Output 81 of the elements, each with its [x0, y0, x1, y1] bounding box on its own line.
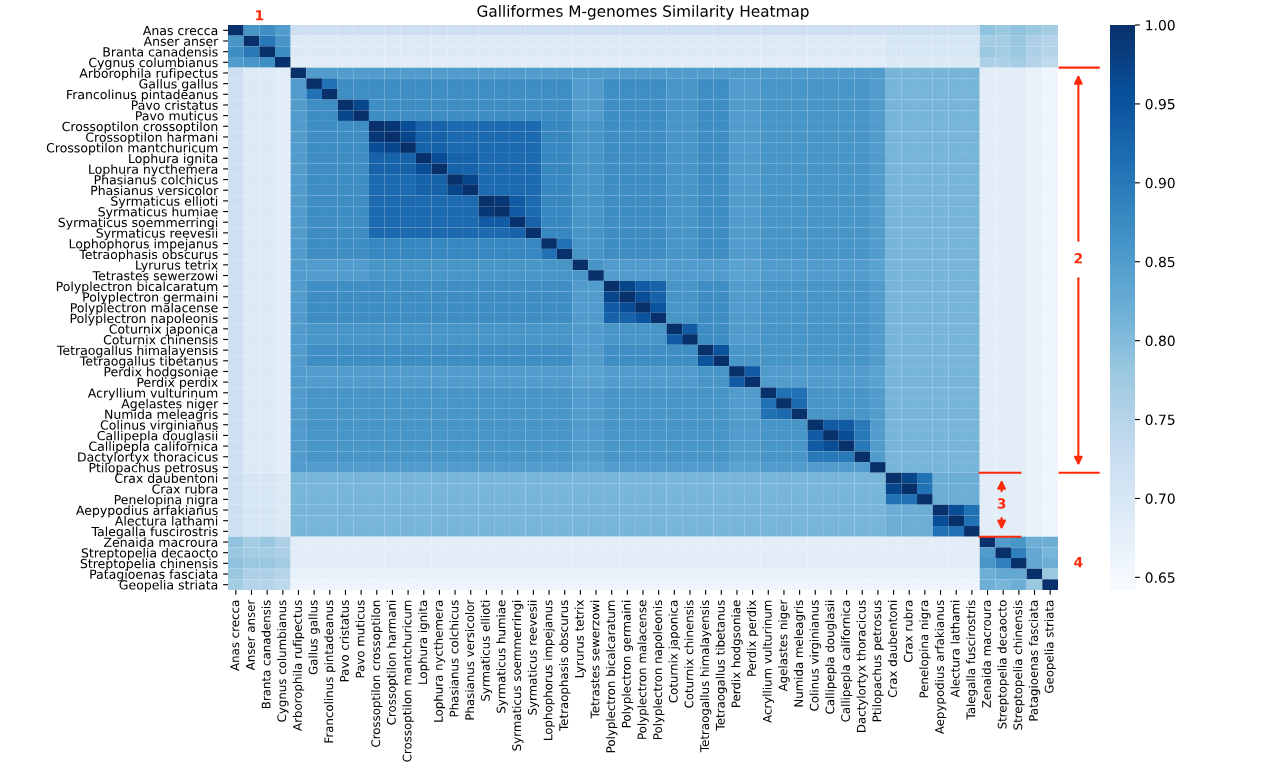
x-tick-label: Acryllium vulturinum [762, 600, 774, 723]
y-tick-label: Crax daubentoni [115, 473, 218, 483]
y-tick-label: Pavo cristatus [131, 100, 218, 110]
color-bar-label: 1.00 [1146, 19, 1175, 31]
x-tick-label: Polyplectron napoleonis [652, 600, 665, 740]
text: 2 [1074, 253, 1082, 264]
x-tick-label: Streptopelia decaocto [997, 600, 1009, 729]
color-bar-label: 0.80 [1145, 335, 1175, 347]
x-tick-label: Coturnix chinensis [684, 600, 694, 708]
x-tick-label: Patagioenas fasciata [1028, 600, 1041, 721]
x-tick-label: Zenaida macroura [981, 600, 991, 708]
y-tick-label: Arborophila rufipectus [79, 68, 218, 81]
y-tick-label: Alectura lathami [114, 515, 218, 526]
chart-title: Galliformes M-genomes Similarity Heatmap [477, 5, 809, 20]
x-tick-label: Geopelia striata [1044, 600, 1056, 694]
y-tick-label: Polyplectron napoleonis [70, 313, 218, 326]
x-tick-label: Polyplectron bicalcaratum [605, 600, 618, 753]
y-tick-label: Talegalla fuscirostris [91, 526, 218, 539]
x-tick-label: Lophophorus impejanus [543, 600, 555, 740]
color-bar-label: 0.70 [1145, 493, 1175, 504]
x-tick-label: Lyrurus tetrix [574, 600, 587, 678]
y-tick-label: Anser anser [143, 36, 219, 46]
x-tick-label: Syrmaticus ellioti [480, 600, 493, 701]
x-tick-label: Lophura ignita [418, 600, 430, 684]
x-tick-label: Callipepla californica [840, 600, 853, 722]
x-tick-label: Arborophila rufipectus [292, 600, 305, 731]
color-bar-label: 0.75 [1145, 414, 1175, 426]
y-tick-label: Syrmaticus soemmerringi [58, 217, 218, 230]
x-tick-label: Gallus gallus [308, 600, 320, 675]
y-tick-label: Lophura ignita [129, 153, 218, 166]
color-bar-label: 0.65 [1145, 572, 1175, 583]
x-tick-label: Pavo muticus [355, 600, 365, 678]
x-tick-label: Dactylortyx thoracicus [856, 600, 868, 733]
x-tick-label: Streptopelia chinensis [1013, 600, 1025, 730]
x-tick-label: Phasianus versicolor [465, 599, 475, 720]
y-tick-label: Penelopina nigra [114, 494, 218, 507]
x-tick-label: Lophura nycthemera [433, 600, 446, 722]
x-tick-label: Crax daubentoni [887, 600, 897, 698]
y-tick-label: Branta canadensis [103, 46, 218, 57]
y-tick-label: Geopelia striata [119, 579, 218, 593]
x-tick-label: Syrmaticus reevesii [527, 600, 540, 715]
x-tick-label: Crossoptilon crossoptilon [371, 600, 383, 747]
x-tick-label: Tetraophasis obscurus [558, 600, 571, 732]
y-tick-label: Anas crecca [142, 25, 218, 36]
x-tick-label: Phasianus colchicus [449, 600, 459, 717]
x-tick-label: Perdix hodgsoniae [731, 600, 743, 708]
x-tick-label: Tetraogallus tibetanus [715, 600, 728, 731]
color-bar-label: 0.95 [1145, 98, 1175, 110]
x-tick-label: Syrmaticus humiae [496, 600, 508, 713]
x-tick-label: Alectura lathami [950, 600, 960, 698]
x-tick-label: Crossoptilon harmani [386, 600, 399, 725]
text: 1 [256, 10, 264, 21]
x-tick-label: Tetrastes sewerzowi [590, 600, 600, 719]
x-tick-label: Polyplectron malacense [637, 600, 649, 739]
x-tick-label: Talegalla fuscirostris [966, 600, 978, 720]
x-tick-label: Callipepla douglasii [825, 600, 837, 714]
x-tick-label: Penelopina nigra [919, 600, 931, 698]
x-tick-label: Polyplectron germaini [621, 600, 634, 728]
y-tick-label: Pavo muticus [136, 110, 218, 121]
x-tick-label: Syrmaticus soemmerringi [512, 600, 524, 751]
x-tick-label: Colinus virginianus [809, 600, 821, 711]
x-tick-label: Francolinus pintadeanus [324, 600, 336, 743]
y-tick-label: Callipepla douglasii [97, 430, 218, 443]
y-tick-label: Ptilopachus petrosus [89, 462, 218, 475]
color-bar-label: 0.90 [1145, 177, 1175, 189]
x-tick-label: Pavo cristatus [339, 600, 349, 682]
y-tick-label: Zenaida macroura [104, 537, 218, 547]
x-tick-label: Aepypodius arfakianus [934, 600, 947, 735]
x-tick-label: Perdix perdix [746, 600, 759, 676]
x-tick-label: Crossoptilon mantchuricum [402, 600, 414, 762]
x-tick-label: Coturnix japonica [668, 600, 681, 703]
x-tick-label: Tetraogallus himalayensis [699, 600, 712, 753]
color-bar-label: 0.85 [1145, 256, 1175, 268]
y-tick-label: Crax rubra [152, 483, 218, 494]
x-tick-label: Ptilopachus petrosus [872, 600, 884, 722]
x-tick-label: Agelastes niger [778, 599, 790, 692]
x-tick-label: Numida meleagris [793, 600, 806, 707]
x-tick-label: Crax rubra [903, 600, 913, 663]
annotation: 3 [997, 498, 1006, 509]
y-tick-label: Phasianus versicolor [91, 185, 219, 196]
text: 4 [1074, 557, 1083, 568]
